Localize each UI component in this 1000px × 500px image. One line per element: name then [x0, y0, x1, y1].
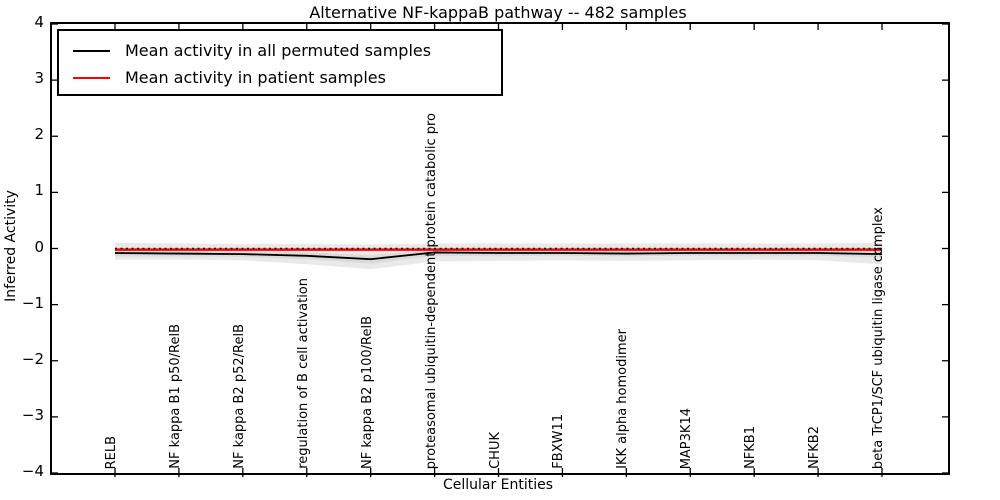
y-tick-label: −3	[21, 405, 44, 424]
legend-item-label: Mean activity in patient samples	[125, 68, 386, 87]
y-tick-label: 4	[34, 13, 44, 31]
legend-line-sample	[73, 49, 110, 52]
y-tick-label: 2	[34, 125, 44, 144]
x-tick-label: regulation of B cell activation	[295, 278, 311, 469]
x-tick-label: CHUK	[487, 432, 503, 469]
chart-title: Alternative NF-kappaB pathway -- 482 sam…	[309, 3, 687, 22]
x-axis-label: Cellular Entities	[442, 477, 554, 493]
mean-activity-in-all-permuted-samples-line	[114, 251, 883, 261]
x-tick-label: MAP3K14	[679, 407, 695, 469]
x-tick-label: NF kappa B2 p100/RelB	[359, 316, 375, 469]
x-tick-label: IKK alpha homodimer	[615, 329, 631, 469]
x-tick-label: NF kappa B2 p52/RelB	[231, 324, 247, 469]
x-tick-label: RELB	[104, 435, 119, 469]
x-tick-label: NFKB1	[743, 426, 759, 469]
y-tick-label: −4	[21, 462, 44, 480]
x-tick-label: NF kappa B1 p50/RelB	[167, 324, 183, 469]
y-tick-label: −2	[21, 349, 44, 368]
x-tick-label: beta TrCP1/SCF ubiquitin ligase complex	[871, 206, 886, 469]
legend-item: Mean activity in patient samples	[59, 64, 501, 91]
y-tick-label: −1	[21, 293, 44, 312]
y-tick-label: 1	[34, 181, 44, 200]
legend-line-sample	[73, 76, 110, 79]
x-tick-label: FBXW11	[551, 414, 567, 469]
y-tick-label: 0	[34, 237, 44, 256]
plot-area	[50, 22, 950, 477]
legend-box: Mean activity in all permuted samples Mea…	[57, 29, 503, 96]
legend-item-label: Mean activity in all permuted samples	[125, 41, 432, 60]
x-tick-label: NFKB2	[807, 426, 823, 469]
chart-graphics	[52, 23, 948, 477]
legend-item: Mean activity in all permuted samples	[59, 37, 501, 64]
y-tick-label: 3	[34, 69, 44, 88]
x-tick-label: proteasomal ubiquitin-dependent protein …	[423, 112, 439, 469]
